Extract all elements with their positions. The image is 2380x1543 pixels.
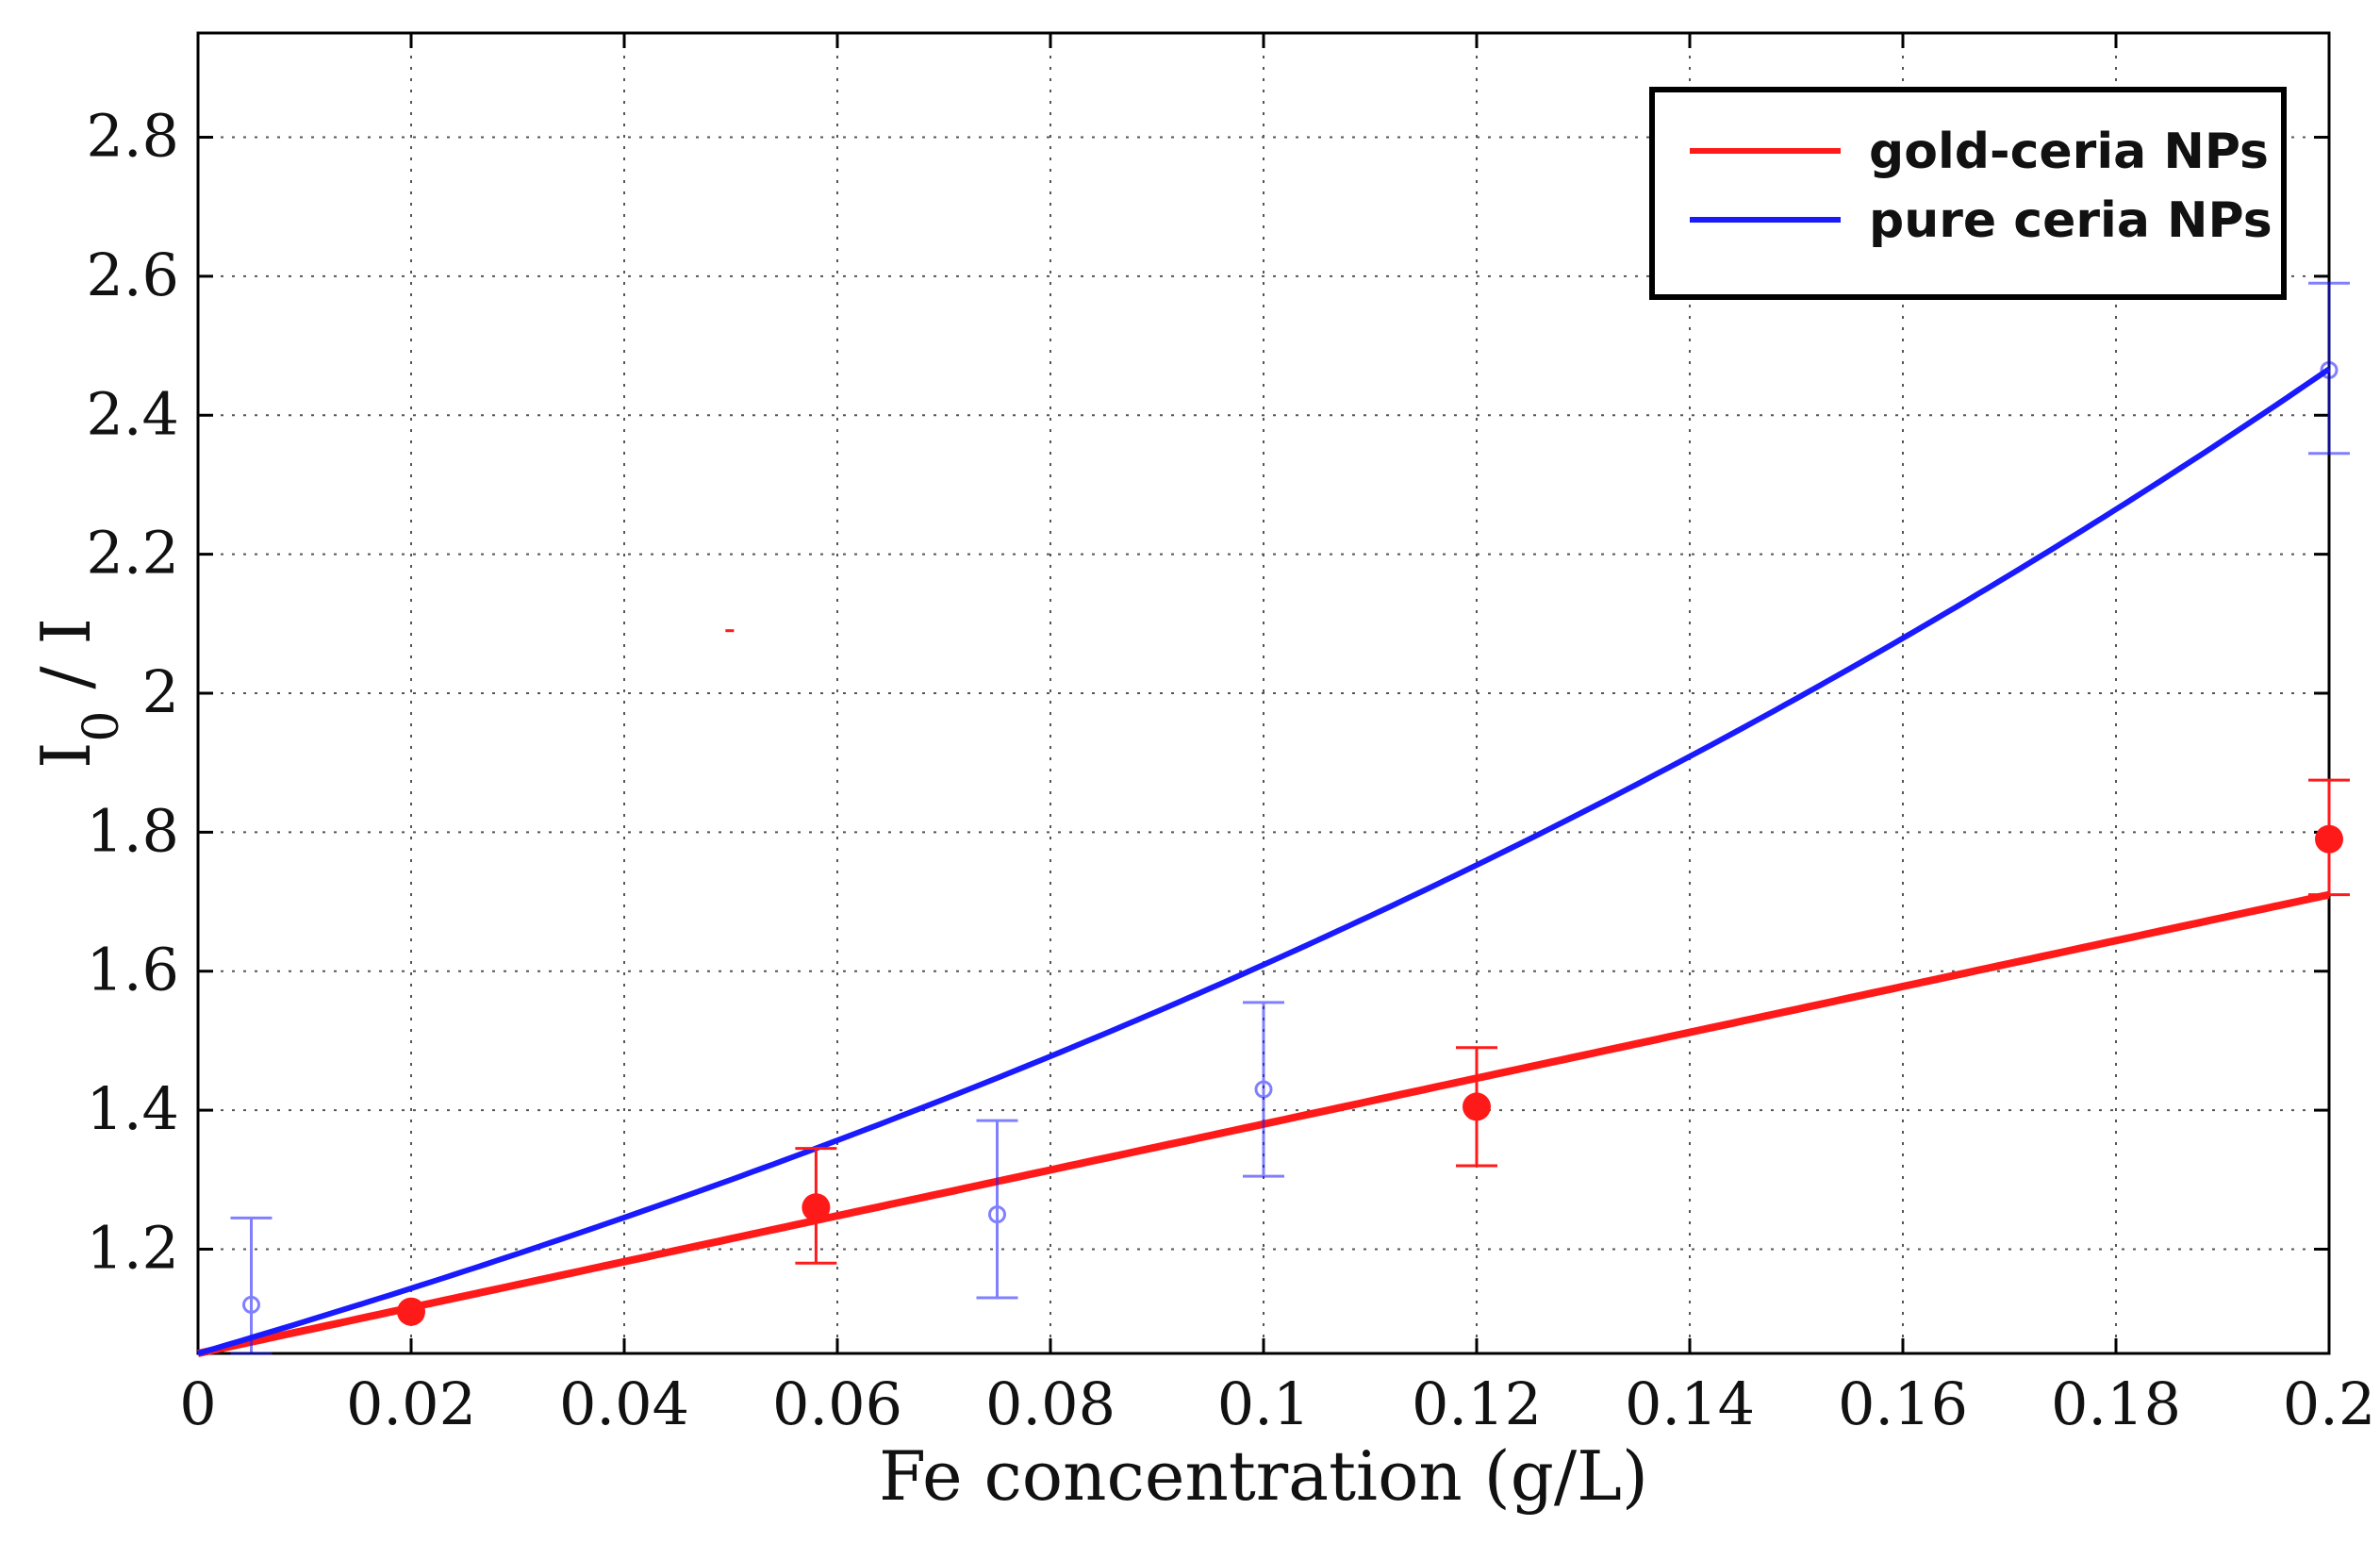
data-point xyxy=(2308,281,2350,456)
marker xyxy=(988,1205,1006,1224)
y-tick-label: 2.2 xyxy=(86,519,179,588)
y-tick-label: 1.8 xyxy=(86,796,179,865)
data-point xyxy=(1243,1001,1284,1178)
x-tick-label: 0.16 xyxy=(1838,1369,1968,1438)
y-tick-label: 2.8 xyxy=(86,102,179,171)
x-tick-label: 0.04 xyxy=(559,1369,689,1438)
legend-box xyxy=(1649,87,2287,300)
marker xyxy=(397,1297,425,1326)
legend-label-pure-ceria: pure ceria NPs xyxy=(1869,192,2273,249)
y-axis-title-subscript: 0 xyxy=(74,710,130,741)
data-point xyxy=(976,1119,1018,1300)
y-tick-label: 2 xyxy=(142,657,179,726)
marker xyxy=(1463,1092,1491,1121)
data-point xyxy=(397,1297,425,1326)
x-tick-label: 0.14 xyxy=(1625,1369,1755,1438)
x-tick-label: 0.02 xyxy=(346,1369,476,1438)
data-point xyxy=(2308,778,2350,897)
y-tick-label: 2.6 xyxy=(86,241,179,309)
x-tick-label: 0.1 xyxy=(1217,1369,1311,1438)
legend-label-gold-ceria: gold-ceria NPs xyxy=(1869,124,2269,180)
marker xyxy=(2315,824,2343,854)
data-point xyxy=(795,1147,837,1265)
x-tick-label: 0.12 xyxy=(1412,1369,1542,1438)
marker xyxy=(802,1193,831,1222)
y-axis-title-rest: / I xyxy=(26,618,106,710)
y-tick-label: 1.4 xyxy=(86,1074,179,1143)
y-tick-label: 1.6 xyxy=(86,936,179,1004)
fit-curve-pure-ceria xyxy=(197,366,2331,1356)
legend: gold-ceria NPs pure ceria NPs xyxy=(1649,87,2287,300)
y-axis-title: I0 / I xyxy=(26,618,130,769)
x-tick-label: 0 xyxy=(179,1369,216,1438)
data-point xyxy=(230,1216,273,1355)
data-points xyxy=(230,281,2350,1355)
marker xyxy=(2320,360,2339,379)
y-axis-title-main: I xyxy=(26,742,106,769)
svg-text:I0 / I: I0 / I xyxy=(26,618,130,769)
data-point xyxy=(1456,1046,1497,1168)
marker xyxy=(242,1295,260,1314)
marker xyxy=(1254,1080,1273,1099)
x-axis-title: Fe concentration (g/L) xyxy=(879,1436,1648,1516)
x-tick-label: 0.08 xyxy=(985,1369,1116,1438)
x-tick-label: 0.06 xyxy=(772,1369,902,1438)
y-tick-label: 1.2 xyxy=(86,1213,179,1282)
x-tick-label: 0.18 xyxy=(2051,1369,2181,1438)
y-tick-label: 2.4 xyxy=(86,379,179,448)
x-tick-label: 0.2 xyxy=(2283,1369,2376,1438)
axis-ticks: 0 0.02 0.04 0.06 0.08 0.1 0.12 0.14 0.16 0.18 0.2 1… xyxy=(86,33,2375,1438)
